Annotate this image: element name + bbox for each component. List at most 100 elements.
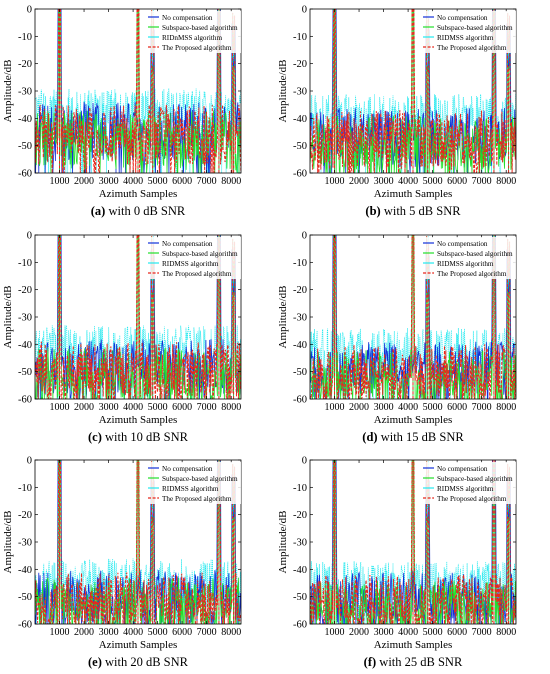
legend-label-ridmss: RIDMSS algorithm [437,34,494,42]
x-axis-label: Azimuth Samples [99,639,178,651]
legend-box [420,237,516,279]
y-tick-label: -10 [293,483,307,494]
panel-caption: (b) with 5 dB SNR [365,204,461,218]
panel-caption: (f) with 25 dB SNR [364,655,463,669]
x-tick-label: 6000 [172,402,192,413]
legend-label-ridmss: RIDMSS algorithm [437,260,494,268]
x-tick-label: 6000 [447,402,467,413]
y-axis-label: Amplitude/dB [277,286,289,349]
y-axis-label: Amplitude/dB [2,60,14,123]
x-tick-label: 3000 [374,176,394,187]
x-tick-label: 7000 [197,176,217,187]
panel-caption: (a) with 0 dB SNR [91,204,186,218]
y-tick-label: -20 [18,59,32,70]
legend-label-no_compensation: No compensation [162,240,213,248]
x-tick-label: 6000 [172,176,192,187]
series-line-proposed [35,460,241,624]
x-tick-label: 3000 [99,176,119,187]
y-tick-label: 0 [302,456,307,467]
x-tick-label: 6000 [447,627,467,638]
legend-label-no_compensation: No compensation [437,465,488,473]
y-tick-label: -60 [18,395,32,406]
y-tick-label: -40 [18,340,32,351]
x-axis-label: Azimuth Samples [99,414,178,426]
panel-caption-label: (a) [91,204,106,218]
y-tick-label: -50 [18,592,32,603]
panel-caption-text: with 10 dB SNR [102,430,189,444]
panel-caption-text: with 25 dB SNR [376,655,463,669]
x-tick-label: 7000 [472,176,492,187]
chart-panel-b: 0 -10 -20 -30 -40 -50 -60 1000 2000 3000 4000 5000 6… [277,5,517,218]
y-tick-label: -60 [293,169,307,180]
x-tick-label: 3000 [99,402,119,413]
y-axis-label: Amplitude/dB [277,511,289,574]
panel-caption-text: with 15 dB SNR [378,430,465,444]
y-tick-label: -60 [18,169,32,180]
y-tick-label: -20 [18,285,32,296]
chart-panel-e: 0 -10 -20 -30 -40 -50 -60 1000 2000 3000 4000 5000 6… [2,456,242,669]
x-tick-label: 1000 [50,627,70,638]
legend-label-ridmss: RIDMSS algorithm [162,485,219,493]
legend-label-subspace: Subspace-based algorithm [162,250,238,258]
y-tick-label: 0 [302,231,307,242]
panel-caption-text: with 20 dB SNR [102,655,189,669]
legend-label-proposed: The Proposed algorithm [437,270,507,278]
x-tick-label: 8000 [496,176,516,187]
x-tick-label: 4000 [123,627,143,638]
x-tick-label: 7000 [472,627,492,638]
x-axis-label: Azimuth Samples [99,188,178,200]
panel-caption-label: (e) [88,655,102,669]
panel-caption-label: (f) [364,655,377,669]
x-tick-label: 4000 [398,176,418,187]
x-axis-label: Azimuth Samples [374,639,453,651]
chart-panel-c: 0 -10 -20 -30 -40 -50 -60 1000 2000 3000 4000 5000 6… [2,231,242,444]
y-tick-label: -30 [293,87,307,98]
x-tick-label: 5000 [148,176,168,187]
x-tick-label: 6000 [172,627,192,638]
x-tick-label: 8000 [221,176,241,187]
x-tick-label: 3000 [374,402,394,413]
y-tick-label: -10 [18,258,32,269]
x-tick-label: 3000 [374,627,394,638]
legend-label-no_compensation: No compensation [437,14,488,22]
x-tick-label: 4000 [123,176,143,187]
y-tick-label: 0 [27,456,32,467]
y-tick-label: -10 [293,32,307,43]
legend-label-proposed: The Proposed algorithm [162,495,232,503]
x-axis-label: Azimuth Samples [374,414,453,426]
legend-label-proposed: The Proposed algorithm [437,495,507,503]
y-tick-label: -30 [293,538,307,549]
legend-label-ridmss: RIDMSS algorithm [162,260,219,268]
legend-box [420,462,516,504]
x-tick-label: 2000 [74,176,94,187]
x-tick-label: 5000 [423,627,443,638]
x-tick-label: 7000 [472,402,492,413]
x-tick-label: 1000 [50,176,70,187]
legend-box [420,11,516,53]
y-tick-label: -30 [18,313,32,324]
legend-label-no_compensation: No compensation [437,240,488,248]
legend-label-proposed: The Proposed algorithm [162,44,232,52]
x-tick-label: 2000 [349,402,369,413]
y-tick-label: 0 [27,231,32,242]
x-tick-label: 8000 [221,402,241,413]
panel-caption-text: with 0 dB SNR [105,204,186,218]
x-tick-label: 5000 [148,627,168,638]
x-tick-label: 2000 [349,627,369,638]
y-axis-label: Amplitude/dB [2,286,14,349]
panel-caption-label: (b) [365,204,380,218]
legend-box [145,462,241,504]
x-tick-label: 4000 [123,402,143,413]
legend-label-proposed: The Proposed algorithm [162,270,232,278]
y-tick-label: -10 [18,32,32,43]
y-axis-label: Amplitude/dB [277,60,289,123]
panel-caption: (e) with 20 dB SNR [88,655,189,669]
series-line-proposed [310,460,516,624]
y-tick-label: 0 [27,5,32,16]
series-line-proposed [35,235,241,399]
legend-label-subspace: Subspace-based algorithm [162,475,238,483]
panel-caption-label: (c) [88,430,102,444]
x-tick-label: 1000 [325,176,345,187]
y-tick-label: -20 [293,285,307,296]
chart-panel-f: 0 -10 -20 -30 -40 -50 -60 1000 2000 3000 4000 5000 6… [277,456,517,669]
